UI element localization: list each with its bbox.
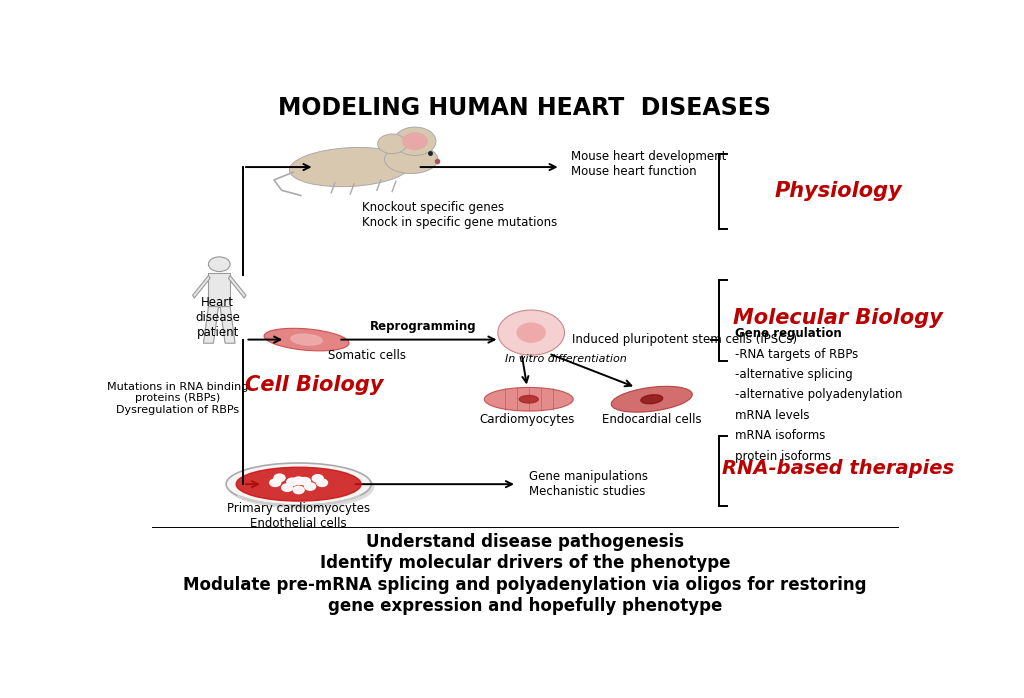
Circle shape (402, 133, 427, 149)
Text: Endocardial cells: Endocardial cells (602, 413, 701, 426)
Circle shape (293, 487, 304, 493)
Ellipse shape (264, 328, 349, 351)
Ellipse shape (291, 334, 323, 345)
Ellipse shape (226, 463, 371, 505)
Polygon shape (228, 276, 246, 298)
Text: RNA-based therapies: RNA-based therapies (722, 459, 954, 477)
Text: mRNA levels: mRNA levels (735, 409, 810, 422)
Text: Gene manipulations
Mechanistic studies: Gene manipulations Mechanistic studies (528, 470, 648, 498)
Text: protein isoforms: protein isoforms (735, 450, 831, 463)
Text: Molecular Biology: Molecular Biology (733, 308, 943, 327)
Circle shape (287, 478, 298, 486)
Text: Somatic cells: Somatic cells (328, 349, 406, 362)
Text: In vitro differentiation: In vitro differentiation (505, 354, 627, 364)
Ellipse shape (611, 386, 692, 413)
Ellipse shape (484, 387, 573, 411)
Text: Modulate pre-mRNA splicing and polyadenylation via oligos for restoring: Modulate pre-mRNA splicing and polyadeny… (183, 576, 866, 594)
Circle shape (209, 257, 230, 272)
Polygon shape (204, 306, 218, 343)
Text: Knockout specific genes
Knock in specific gene mutations: Knockout specific genes Knock in specifi… (362, 202, 557, 230)
Circle shape (293, 477, 304, 484)
Text: Understand disease pathogenesis: Understand disease pathogenesis (366, 533, 684, 551)
Ellipse shape (228, 466, 374, 508)
Text: Physiology: Physiology (774, 181, 902, 201)
Polygon shape (193, 276, 210, 298)
Circle shape (316, 479, 328, 487)
Text: Induced pluripotent stem cells (iPSCs): Induced pluripotent stem cells (iPSCs) (572, 333, 798, 346)
Text: MODELING HUMAN HEART  DISEASES: MODELING HUMAN HEART DISEASES (279, 96, 771, 120)
Text: -alternative polyadenylation: -alternative polyadenylation (735, 389, 902, 401)
Text: -alternative splicing: -alternative splicing (735, 368, 853, 381)
Circle shape (274, 474, 285, 482)
Ellipse shape (519, 396, 539, 403)
Ellipse shape (384, 145, 438, 174)
Circle shape (517, 323, 545, 342)
Text: Mutations in RNA binding
proteins (RBPs)
Dysregulation of RBPs: Mutations in RNA binding proteins (RBPs)… (108, 382, 249, 415)
Circle shape (304, 483, 315, 490)
Text: Gene regulation: Gene regulation (735, 327, 842, 340)
Ellipse shape (237, 467, 361, 501)
Text: Heart
disease
patient: Heart disease patient (196, 296, 240, 339)
Polygon shape (209, 273, 230, 306)
Circle shape (312, 475, 324, 482)
Circle shape (498, 310, 564, 355)
Text: gene expression and hopefully phenotype: gene expression and hopefully phenotype (328, 597, 722, 615)
Ellipse shape (641, 395, 663, 403)
Circle shape (269, 479, 281, 487)
Circle shape (299, 477, 310, 485)
Text: Mouse heart development
Mouse heart function: Mouse heart development Mouse heart func… (570, 150, 726, 178)
Text: -RNA targets of RBPs: -RNA targets of RBPs (735, 348, 858, 361)
Ellipse shape (290, 147, 411, 186)
Circle shape (378, 134, 407, 154)
Text: Cardiomyocytes: Cardiomyocytes (479, 413, 574, 426)
Polygon shape (220, 306, 236, 343)
Circle shape (282, 484, 293, 491)
Text: Reprogramming: Reprogramming (370, 320, 476, 333)
Text: Cell Biology: Cell Biology (245, 375, 384, 395)
Text: Primary cardiomyocytes
Endothelial cells: Primary cardiomyocytes Endothelial cells (227, 503, 371, 530)
Text: mRNA isoforms: mRNA isoforms (735, 429, 825, 443)
Text: Identify molecular drivers of the phenotype: Identify molecular drivers of the phenot… (319, 554, 730, 572)
Circle shape (394, 127, 436, 156)
